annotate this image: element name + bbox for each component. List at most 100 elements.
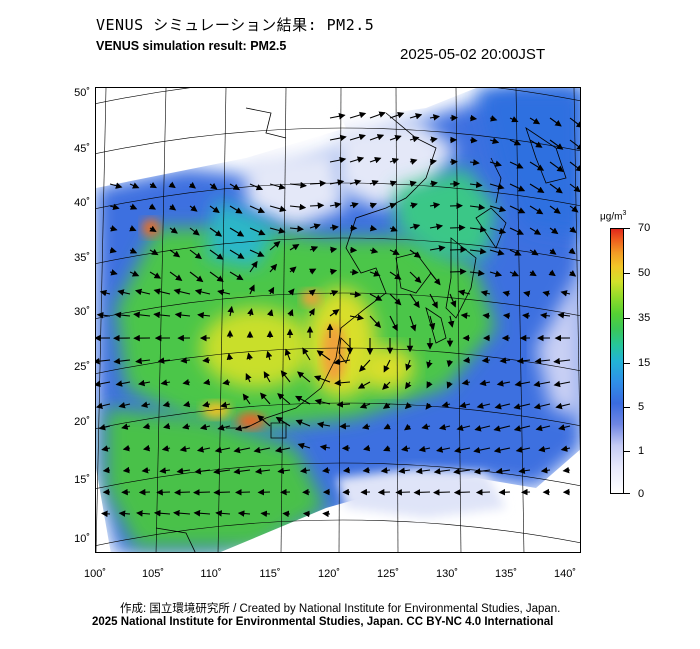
wind-arrow xyxy=(142,422,151,430)
wind-arrow xyxy=(322,466,331,474)
wind-arrow xyxy=(549,227,559,235)
wind-arrow xyxy=(389,180,398,187)
wind-arrow xyxy=(349,156,365,163)
wind-arrow xyxy=(149,271,162,279)
wind-arrow xyxy=(257,414,271,427)
wind-arrow xyxy=(389,225,398,232)
wind-arrow xyxy=(308,289,316,297)
lat-label-25: 25˚ xyxy=(74,361,90,373)
wind-arrow xyxy=(149,248,159,256)
wind-arrow xyxy=(569,226,577,233)
wind-arrow xyxy=(247,308,254,317)
lon-label-135: 135˚ xyxy=(494,568,518,580)
wind-arrow xyxy=(489,160,502,167)
wind-arrow xyxy=(136,510,151,517)
wind-arrow xyxy=(277,393,291,405)
wind-arrow xyxy=(409,315,417,332)
lon-label-115: 115˚ xyxy=(259,568,281,580)
colorbar-unit: μg/m3 xyxy=(600,210,627,223)
wind-arrow xyxy=(469,114,478,122)
wind-arrow xyxy=(109,182,123,189)
wind-arrow xyxy=(309,223,321,230)
wind-arrow xyxy=(129,270,140,277)
wind-arrow xyxy=(529,117,541,125)
colorbar-tick xyxy=(624,493,630,494)
wind-arrow xyxy=(222,379,231,386)
wind-arrow xyxy=(194,467,211,475)
wind-arrow xyxy=(193,509,211,517)
wind-arrow xyxy=(479,379,491,387)
wind-arrow xyxy=(336,401,351,408)
wind-arrow xyxy=(534,357,551,365)
wind-arrow xyxy=(383,423,391,430)
wind-arrow xyxy=(249,205,266,214)
wind-arrow xyxy=(446,381,453,389)
wind-arrow xyxy=(429,180,438,188)
wind-arrow xyxy=(249,227,266,236)
wind-arrow xyxy=(169,249,181,258)
colorbar-tick xyxy=(624,363,630,364)
wind-arrow xyxy=(194,288,211,296)
wind-arrow xyxy=(329,309,340,317)
wind-arrow xyxy=(129,182,140,189)
wind-arrow xyxy=(418,445,431,453)
wind-arrow xyxy=(254,467,271,475)
wind-arrow xyxy=(462,356,471,364)
wind-arrow xyxy=(421,423,431,430)
wind-arrow xyxy=(425,402,433,410)
wind-arrow xyxy=(109,246,117,254)
wind-arrow xyxy=(549,183,563,194)
wind-arrow xyxy=(533,380,551,388)
wind-arrow xyxy=(369,134,385,141)
wind-arrow xyxy=(429,136,438,144)
wind-arrow xyxy=(369,224,378,232)
wind-arrow xyxy=(342,466,351,474)
wind-arrow xyxy=(529,205,544,215)
wind-arrow xyxy=(404,423,412,431)
wind-arrow xyxy=(289,181,307,189)
colorbar-label-70: 70 xyxy=(638,222,651,234)
wind-arrow xyxy=(449,224,466,231)
wind-arrow xyxy=(557,312,571,319)
wind-arrow xyxy=(369,202,378,209)
wind-arrow xyxy=(329,156,347,164)
wind-arrow xyxy=(309,180,327,187)
wind-arrow xyxy=(329,201,342,209)
wind-arrow xyxy=(102,466,111,474)
wind-arrow xyxy=(569,117,580,128)
lat-label-45: 45˚ xyxy=(74,143,90,155)
wind-arrow xyxy=(180,357,191,364)
wind-arrow xyxy=(329,179,345,186)
colorbar-label-5: 5 xyxy=(638,401,645,413)
wind-arrow xyxy=(538,445,551,453)
wind-arrow xyxy=(322,510,331,518)
wind-arrow xyxy=(489,270,503,277)
colorbar-label-1: 1 xyxy=(638,445,645,457)
wind-arrow xyxy=(549,139,564,150)
wind-arrow xyxy=(523,290,531,298)
wind-arrow xyxy=(333,358,351,366)
wind-arrow xyxy=(249,249,265,257)
wind-arrow xyxy=(469,159,480,166)
wind-arrow xyxy=(213,468,231,475)
wind-arrow xyxy=(540,312,551,319)
wind-arrow xyxy=(469,136,478,144)
lat-label-30: 30˚ xyxy=(74,306,90,318)
lon-label-130: 130˚ xyxy=(435,568,459,580)
wind-arrow xyxy=(98,423,111,431)
wind-arrow xyxy=(449,246,467,253)
wind-arrow xyxy=(449,293,457,308)
wind-arrow xyxy=(429,158,437,166)
wind-arrow xyxy=(148,203,157,210)
wind-arrow xyxy=(209,249,224,260)
wind-arrow xyxy=(389,157,400,165)
wind-arrow xyxy=(513,403,531,410)
wind-arrow xyxy=(493,425,511,432)
wind-arrow xyxy=(109,269,118,276)
wind-arrow xyxy=(266,309,274,317)
wind-arrow xyxy=(518,467,531,474)
wind-arrow xyxy=(458,289,471,296)
wind-arrow xyxy=(522,312,531,320)
wind-arrow xyxy=(282,510,291,518)
wind-arrow xyxy=(509,116,519,123)
